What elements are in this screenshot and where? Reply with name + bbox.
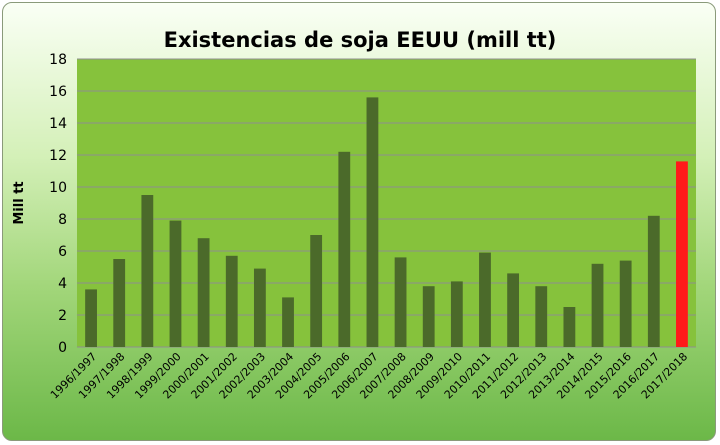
bar [85,289,97,347]
bar [619,260,632,347]
y-tick-label: 6 [58,244,67,260]
bar [394,257,407,347]
bar [591,263,604,347]
y-tick-label: 10 [49,180,67,196]
bars [85,97,688,348]
bar [197,238,210,347]
y-axis-label: Mill tt [12,181,27,224]
chart-frame: 0 2 4 6 8 10 12 14 16 18 1996/1997 1997/1998 1998/1… [2,2,716,441]
bar [113,259,126,347]
y-tick-label: 2 [58,308,67,324]
y-axis-ticks: 0 2 4 6 8 10 12 14 16 18 [49,52,67,356]
bar [310,235,323,347]
bar [253,268,266,347]
bar [141,195,154,347]
bar [169,220,182,347]
chart-title: Existencias de soja EEUU (mill tt) [164,28,557,52]
y-tick-label: 4 [58,276,67,292]
bar [676,161,688,347]
y-tick-label: 18 [49,52,67,68]
y-tick-label: 0 [58,340,67,356]
bar [338,151,351,347]
bar-chart: 0 2 4 6 8 10 12 14 16 18 1996/19971997/19981998/1… [12,28,696,401]
bar [422,286,435,347]
bar [647,215,660,347]
bar [563,307,576,347]
y-tick-label: 8 [58,212,67,228]
bar [282,297,294,347]
bar [366,97,379,348]
bar [507,273,520,347]
y-tick-label: 14 [49,116,67,132]
y-tick-label: 16 [49,84,67,100]
bar [535,286,548,347]
bar [450,281,463,347]
bar [479,252,491,347]
bar [225,255,238,347]
x-axis-ticks: 1996/19971997/19981998/19991999/20002000… [48,350,690,401]
y-tick-label: 12 [49,148,67,164]
